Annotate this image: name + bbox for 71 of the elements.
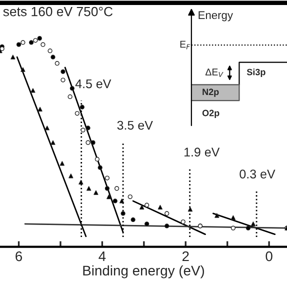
- point: [44, 126, 50, 130]
- point: [80, 104, 84, 110]
- ref-line-label: 0.3 eV: [240, 170, 276, 178]
- ref-line-label: 3.5 eV: [117, 120, 153, 130]
- point: [104, 186, 110, 191]
- point: [68, 94, 72, 100]
- point: [50, 54, 56, 60]
- annotation: ΔE$_{V}$: [205, 68, 224, 77]
- point: [20, 40, 26, 45]
- point: [38, 106, 42, 112]
- point: [20, 67, 26, 72]
- point: [214, 213, 220, 218]
- point: [104, 176, 110, 180]
- point: [94, 156, 100, 162]
- point: [37, 36, 42, 41]
- point: [70, 86, 74, 91]
- point: [80, 128, 86, 132]
- point: [120, 211, 126, 216]
- point: [50, 140, 56, 145]
- point: [30, 88, 36, 93]
- point: [119, 198, 124, 204]
- point: [40, 42, 46, 47]
- chart-title: sets 160 eV 750°C: [3, 6, 113, 16]
- point: [78, 180, 84, 184]
- ref-line-label: 4.5 eV: [75, 80, 112, 88]
- point: [60, 161, 64, 166]
- point: [164, 211, 170, 216]
- point: [230, 226, 236, 230]
- point: [188, 206, 193, 212]
- point: [10, 54, 16, 60]
- point: [60, 69, 66, 74]
- point: [94, 190, 98, 195]
- annotation: N2p: [202, 88, 219, 97]
- point: [48, 48, 52, 54]
- point: [74, 111, 80, 116]
- x-axis-title: Binding energy (eV): [83, 265, 204, 278]
- point: [246, 226, 251, 230]
- point: [98, 165, 102, 170]
- point: [86, 186, 92, 191]
- point: [158, 204, 162, 210]
- text: Energy: [198, 11, 233, 22]
- point: [68, 174, 74, 178]
- point: [0, 46, 4, 52]
- point: [33, 38, 38, 43]
- point: [112, 198, 118, 204]
- point: [86, 126, 90, 130]
- point: [90, 140, 96, 145]
- point: [180, 219, 186, 224]
- annotation: O2p: [202, 110, 220, 118]
- x-tick-label: 6: [16, 251, 22, 262]
- x-tick-label: 0: [266, 251, 272, 262]
- point: [54, 61, 60, 66]
- ref-line-label: 1.9 eV: [184, 148, 220, 157]
- point: [106, 194, 112, 200]
- point: [60, 78, 66, 82]
- point: [16, 42, 22, 47]
- x-tick-label: 2: [182, 251, 189, 262]
- point: [250, 222, 256, 226]
- point: [230, 215, 236, 220]
- point: [114, 186, 120, 191]
- x-tick-label: 4: [98, 251, 106, 262]
- point: [130, 217, 136, 222]
- annotation: E$_{F}$: [180, 40, 190, 50]
- point: [144, 202, 150, 208]
- point: [128, 194, 132, 200]
- point: [86, 140, 90, 145]
- point: [164, 224, 170, 228]
- annotation: Si3p: [246, 68, 266, 78]
- point: [28, 40, 34, 45]
- point: [144, 222, 150, 226]
- point: [140, 204, 144, 210]
